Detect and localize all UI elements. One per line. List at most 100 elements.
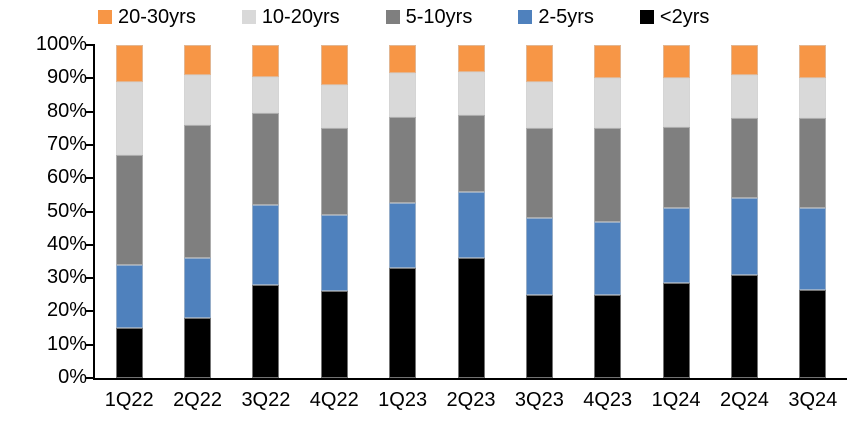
bar-segment [320,45,348,85]
bar-segment [252,113,280,205]
bar-segment [525,81,553,129]
bar-segment [594,128,622,222]
bar-segment [730,45,758,76]
x-axis-label: 4Q23 [583,389,633,411]
x-axis-label: 1Q24 [651,389,701,411]
bar-segment [252,45,280,77]
bar-segment [594,78,622,129]
bar-column [662,45,690,378]
bar-segment [799,208,827,290]
legend-swatch-icon [639,10,654,24]
bar-segment [389,116,417,204]
x-axis-label: 2Q24 [719,389,769,411]
bar-segment [525,128,553,219]
y-tick-label: 100% [35,33,87,55]
y-tick-label: 60% [46,166,87,189]
x-axis-label: 4Q22 [309,389,359,411]
bar-segment [389,45,417,74]
y-axis-tick [86,243,95,246]
y-axis-tick [86,143,95,146]
bar-segment [320,84,348,129]
y-axis-tick [86,77,95,80]
bar-segment [389,73,417,117]
bar-segment [594,294,622,378]
legend-label: 2-5yrs [538,6,594,28]
bar-segment [799,78,827,119]
x-axis-label: 2Q22 [173,389,222,411]
x-axis-label: 3Q22 [241,389,291,411]
bar-segment [662,208,690,284]
y-axis-tick [86,277,95,280]
bar-column [799,45,827,378]
y-tick-label: 70% [46,132,87,155]
legend-swatch-icon [518,10,533,24]
y-tick-label: 50% [46,199,87,222]
bar-segment [662,283,690,378]
bar-segment [799,45,827,79]
bar-segment [389,268,417,378]
y-tick-label: 30% [46,266,87,289]
bar-column [594,45,622,378]
bar-segment [115,264,143,329]
bar-segment [320,214,348,292]
x-axis-label: 3Q24 [788,389,838,411]
y-tick-label: 10% [46,332,87,355]
bar-column [389,45,417,378]
bar-segment [115,45,143,82]
bar-segment [457,258,485,378]
bar-segment [730,198,758,275]
y-axis-tick [86,310,95,313]
bar-segment [799,289,827,378]
y-tick-label: 40% [46,232,87,255]
bar-segment [115,81,143,155]
bar-segment [525,45,553,82]
bar-segment [662,45,690,79]
bar-segment [457,71,485,115]
legend-item: 5-10yrs [385,6,473,28]
y-axis-tick [86,210,95,213]
bar-segment [252,76,280,114]
y-tick-label: 80% [46,99,87,122]
y-tick-label: 90% [46,66,87,89]
bar-column [115,45,143,378]
bar-segment [115,154,143,265]
bar-segment [184,258,212,319]
bar-column [320,45,348,378]
x-axis-label: 1Q23 [378,389,428,411]
bar-segment [594,221,622,295]
bar-segment [457,114,485,192]
bar-segment [457,191,485,259]
bar-segment [184,75,212,125]
legend-label: <2yrs [659,6,710,28]
legend-item: 2-5yrs [518,7,594,27]
bar-segment [730,75,758,119]
bar-segment [115,328,143,378]
bar-segment [184,124,212,259]
y-tick-label: 0% [58,366,87,388]
bar-column [252,45,280,378]
bar-segment [799,118,827,209]
x-axis-label: 1Q22 [104,389,154,411]
y-axis-tick [86,177,95,180]
legend-item: <2yrs [639,6,710,28]
bar-segment [525,218,553,295]
bar-segment [457,45,485,72]
bar-segment [525,294,553,378]
bar-segment [320,291,348,378]
y-axis-tick [86,110,95,113]
y-axis-tick [86,377,95,379]
legend-swatch-icon [385,10,400,24]
bar-segment [184,318,212,378]
y-tick-label: 20% [46,299,87,322]
bar-segment [320,128,348,215]
bar-segment [662,78,690,127]
legend-label: 20-30yrs [118,6,196,28]
legend-label: 5-10yrs [405,6,473,28]
x-axis-label: 3Q23 [514,389,564,411]
bar-segment [252,204,280,285]
legend-swatch-icon [241,10,256,24]
legend-item: 20-30yrs [98,7,196,27]
x-axis-label: 2Q23 [446,389,496,411]
bar-column [457,45,485,378]
bar-column [184,45,212,378]
